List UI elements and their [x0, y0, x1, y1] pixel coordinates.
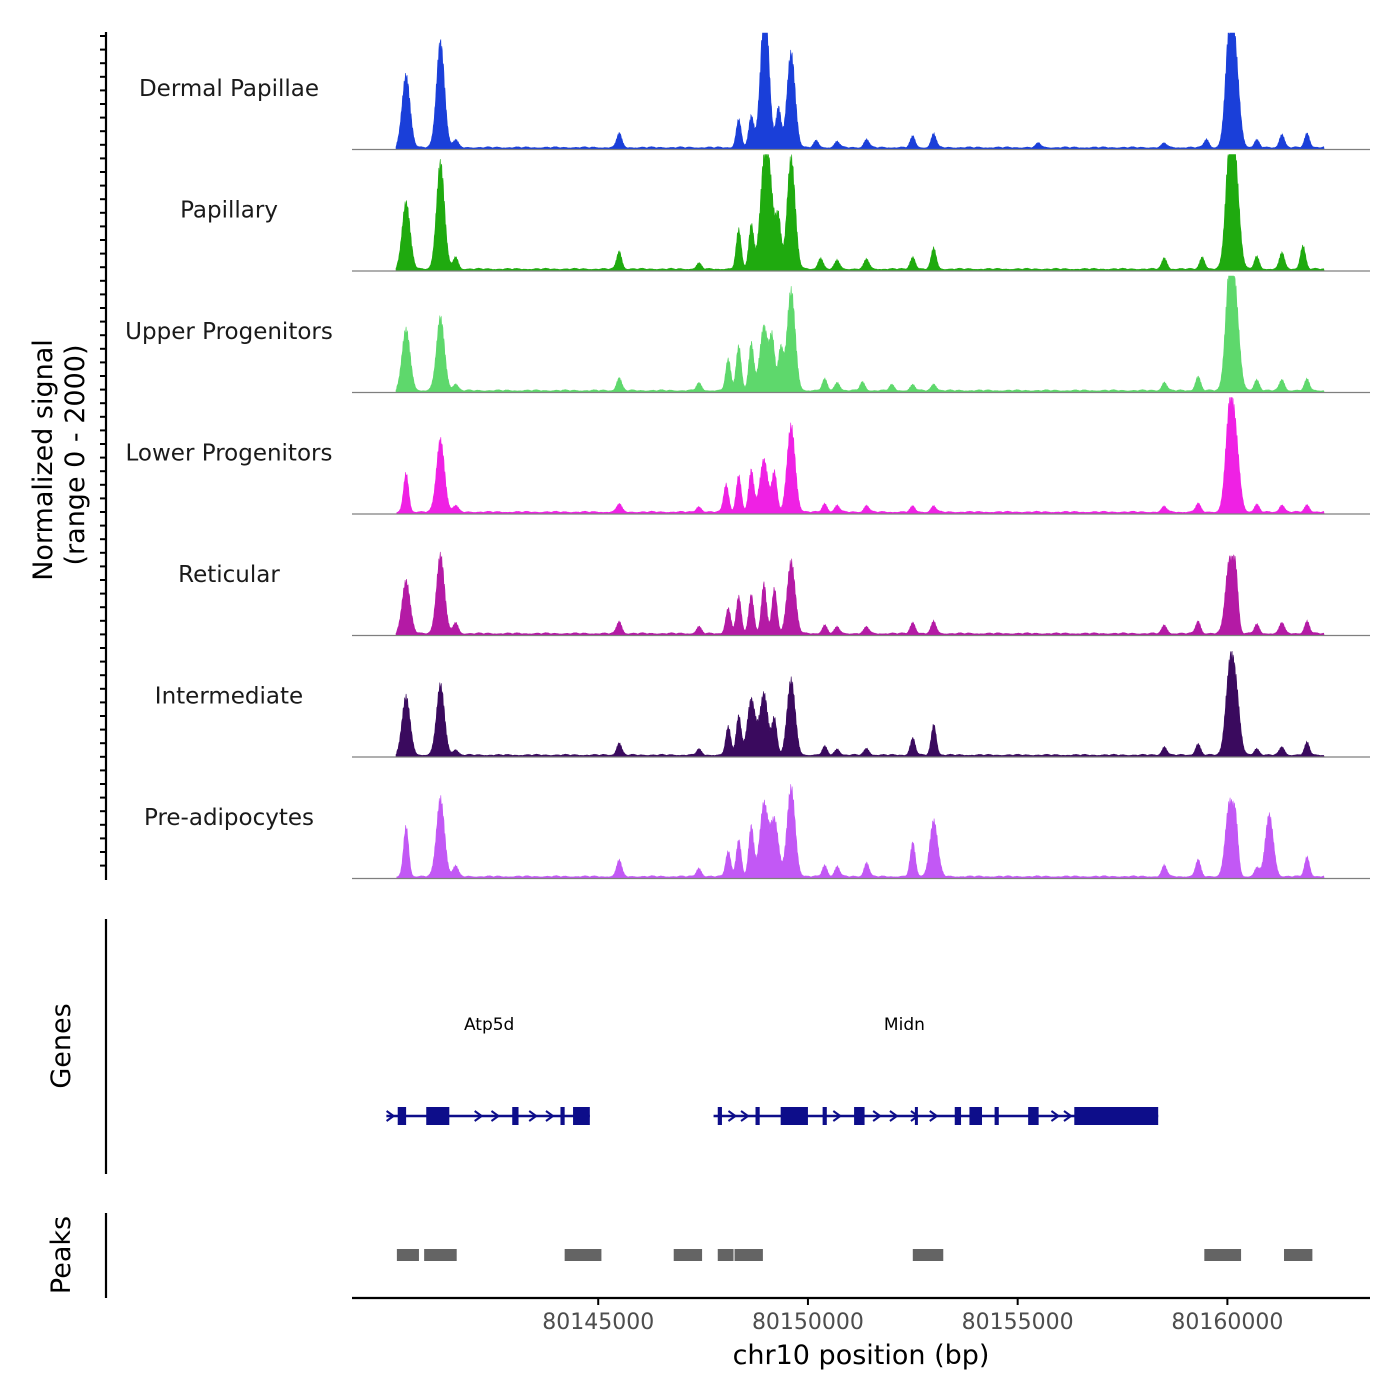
track-label: Lower Progenitors [126, 441, 333, 467]
x-tick-label: 80160000 [1171, 1310, 1283, 1335]
peaks-y-label: Peaks [46, 1216, 77, 1294]
x-tick-label: 80155000 [962, 1310, 1074, 1335]
gene-label: Midn [884, 1015, 925, 1035]
exon [854, 1107, 865, 1125]
track-signal-area [396, 397, 1362, 515]
genes-y-label: Genes [46, 1003, 77, 1088]
track-label: Upper Progenitors [125, 319, 333, 345]
peak-region [734, 1249, 763, 1261]
track-signal-area [395, 551, 1362, 636]
strand-arrow [474, 1110, 484, 1122]
track-label: Pre-adipocytes [144, 805, 314, 831]
track-label: Intermediate [155, 684, 303, 710]
exon [994, 1107, 999, 1125]
exon [426, 1107, 450, 1125]
signal-y-label-2: (range 0 - 2000) [60, 345, 91, 566]
track-4: Reticular [178, 551, 1370, 637]
exon [822, 1107, 827, 1125]
strand-arrow [490, 1110, 501, 1122]
exon [969, 1107, 983, 1125]
track-1: Papillary [180, 153, 1370, 272]
peak-region [717, 1249, 734, 1261]
track-label: Papillary [180, 198, 278, 224]
track-label: Reticular [178, 562, 280, 588]
strand-arrow [889, 1110, 899, 1122]
peak-region [1284, 1249, 1313, 1261]
exon [560, 1107, 565, 1125]
track-label: Dermal Papillae [139, 76, 319, 102]
track-signal-area [395, 275, 1362, 393]
strand-arrow [832, 1110, 843, 1122]
exon [780, 1107, 808, 1125]
exon [573, 1107, 590, 1125]
strand-arrow [1063, 1110, 1073, 1122]
track-signal-area [395, 650, 1362, 758]
strand-arrow [872, 1110, 882, 1122]
strand-arrow [727, 1110, 738, 1122]
exon [397, 1107, 407, 1125]
exon [512, 1107, 519, 1125]
peak-region [424, 1249, 457, 1261]
x-tick-label: 80150000 [752, 1310, 864, 1335]
track-6: Pre-adipocytes [144, 784, 1370, 880]
signal-y-label-1: Normalized signal [28, 339, 59, 581]
strand-arrow [545, 1110, 555, 1122]
signal-tracks: Dermal Papillae Papillary Upper Progenitor… [125, 32, 1370, 880]
gene-label: Atp5d [464, 1015, 514, 1035]
exon [1074, 1107, 1159, 1125]
peak-region [564, 1249, 602, 1261]
peak-region [1204, 1249, 1242, 1261]
signal-y-axis: Normalized signal (range 0 - 2000) [28, 32, 108, 880]
exon [1028, 1107, 1039, 1125]
exon [954, 1107, 962, 1125]
peak-region [396, 1249, 419, 1261]
strand-arrow [386, 1110, 396, 1122]
track-signal-area [395, 153, 1362, 272]
peak-region [673, 1249, 703, 1261]
track-3: Lower Progenitors [126, 397, 1370, 515]
track-signal-area [395, 32, 1362, 150]
strand-arrow [528, 1110, 538, 1122]
exon [755, 1107, 760, 1125]
peaks-panel: Peaks [46, 1213, 1313, 1298]
exon [914, 1107, 918, 1125]
peak-region [912, 1249, 944, 1261]
track-2: Upper Progenitors [125, 275, 1370, 394]
track-signal-area [396, 784, 1362, 879]
track-0: Dermal Papillae [139, 32, 1370, 151]
strand-arrow [929, 1110, 939, 1122]
strand-arrow [740, 1110, 750, 1122]
exon [717, 1107, 722, 1125]
x-tick-label: 80145000 [542, 1310, 654, 1335]
x-axis: 80145000 80150000 80155000 80160000 chr10 p… [352, 1296, 1370, 1371]
x-axis-label: chr10 position (bp) [733, 1340, 990, 1371]
track-5: Intermediate [155, 650, 1370, 758]
strand-arrow [1050, 1110, 1061, 1122]
genes-panel: Genes Atp5d Midn [46, 919, 1159, 1174]
